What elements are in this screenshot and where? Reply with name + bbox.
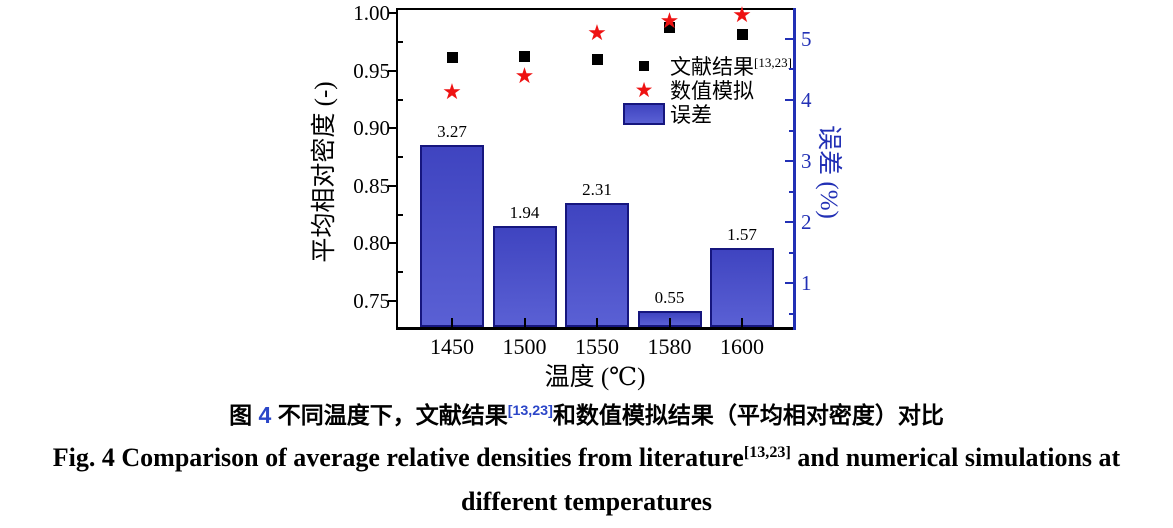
simulation-star-marker: ★ — [587, 21, 607, 47]
y-right-major-tick — [785, 282, 793, 285]
legend-item-error: 误差 — [618, 102, 792, 127]
y-left-major-tick — [388, 12, 397, 15]
legend-label-literature: 文献结果[13,23] — [670, 54, 792, 79]
x-tick-label: 1550 — [575, 334, 619, 359]
y-right-minor-tick — [789, 129, 793, 132]
y-left-minor-tick — [398, 156, 403, 159]
y-right-minor-tick — [789, 312, 793, 315]
y-left-major-tick — [388, 127, 397, 130]
literature-square-marker — [664, 21, 675, 33]
y-left-tick-label: 1.00 — [353, 1, 390, 26]
x-major-tick — [596, 318, 598, 327]
simulation-star-marker: ★ — [514, 63, 535, 89]
literature-square-marker — [736, 28, 748, 40]
y-right-minor-tick — [789, 190, 793, 193]
error-bar — [710, 248, 774, 327]
x-major-tick — [523, 318, 526, 327]
y-left-minor-tick — [398, 98, 403, 101]
bar-value-label: 2.31 — [582, 180, 612, 200]
y-left-major-tick — [388, 69, 397, 72]
literature-square-marker — [446, 51, 458, 63]
error-bar — [492, 225, 557, 327]
simulation-star-marker: ★ — [732, 2, 752, 28]
x-tick-label: 1600 — [720, 334, 764, 359]
legend-item-literature: 文献结果[13,23] — [618, 54, 792, 79]
y-right-major-tick — [785, 99, 793, 101]
bar-value-label: 0.55 — [654, 287, 685, 307]
citation-superscript-zh: [13,23] — [507, 403, 553, 420]
error-bar — [565, 203, 629, 327]
square-marker-icon — [639, 61, 649, 71]
legend: 文献结果[13,23] ★ 数值模拟 误差 — [618, 54, 792, 127]
x-axis-title: 温度 (℃) — [544, 364, 646, 391]
y-left-tick-label: 0.75 — [353, 289, 390, 313]
literature-square-marker — [591, 53, 603, 65]
y-left-tick-label: 0.90 — [353, 116, 390, 141]
y-right-tick-label: 3 — [801, 149, 812, 174]
caption-chinese: 图 4 不同温度下，文献结果[13,23]和数值模拟结果（平均相对密度）对比 — [229, 402, 944, 428]
legend-item-simulation: ★ 数值模拟 — [618, 77, 792, 103]
y-left-major-tick — [388, 184, 397, 187]
y-left-minor-tick — [398, 213, 403, 216]
x-tick-label: 1500 — [502, 334, 547, 359]
x-tick-label: 1450 — [430, 334, 474, 359]
plot-top-border — [396, 8, 796, 10]
bottom-axis-line — [396, 327, 796, 330]
x-tick-label: 1580 — [647, 334, 692, 359]
x-major-tick — [668, 318, 671, 327]
y-left-tick-label: 0.95 — [353, 58, 390, 83]
y-right-minor-tick — [789, 251, 793, 254]
simulation-star-marker: ★ — [659, 8, 680, 34]
bar-value-label: 3.27 — [437, 121, 467, 141]
y-right-tick-label: 2 — [801, 210, 812, 235]
legend-label-simulation: 数值模拟 — [670, 79, 754, 103]
left-axis-line — [396, 8, 398, 330]
caption-english-line2: different temperatures — [460, 487, 712, 516]
legend-literature-superscript: [13,23] — [754, 54, 792, 70]
legend-label-error: 误差 — [670, 103, 712, 127]
y-right-tick-label: 5 — [801, 26, 812, 51]
error-bar — [420, 144, 484, 327]
y-left-tick-label: 0.80 — [353, 231, 390, 256]
simulation-star-marker: ★ — [442, 79, 462, 105]
y-left-minor-tick — [398, 271, 403, 274]
bar-value-label: 1.57 — [727, 225, 757, 245]
y-right-tick-label: 1 — [801, 271, 812, 296]
star-marker-icon: ★ — [634, 77, 654, 102]
y-right-tick-label: 4 — [801, 88, 812, 112]
right-axis-line — [793, 8, 796, 330]
y-right-major-tick — [785, 37, 793, 40]
x-major-tick — [451, 318, 453, 327]
y-left-minor-tick — [398, 41, 403, 44]
y-right-major-tick — [785, 221, 793, 224]
bar-value-label: 1.94 — [509, 202, 540, 222]
literature-square-marker — [519, 50, 530, 62]
y-left-major-tick — [388, 242, 397, 245]
y-left-tick-label: 0.85 — [353, 173, 390, 198]
caption-english-line1: Fig. 4 Comparison of average relative de… — [52, 443, 1121, 472]
y-right-minor-tick — [789, 68, 793, 71]
bar-swatch-icon — [623, 103, 665, 125]
x-major-tick — [741, 318, 743, 327]
y-right-major-tick — [785, 160, 793, 163]
figure-number-link: 4 — [258, 402, 272, 428]
y-left-major-tick — [388, 300, 397, 302]
citation-superscript-en: [13,23] — [743, 444, 791, 462]
